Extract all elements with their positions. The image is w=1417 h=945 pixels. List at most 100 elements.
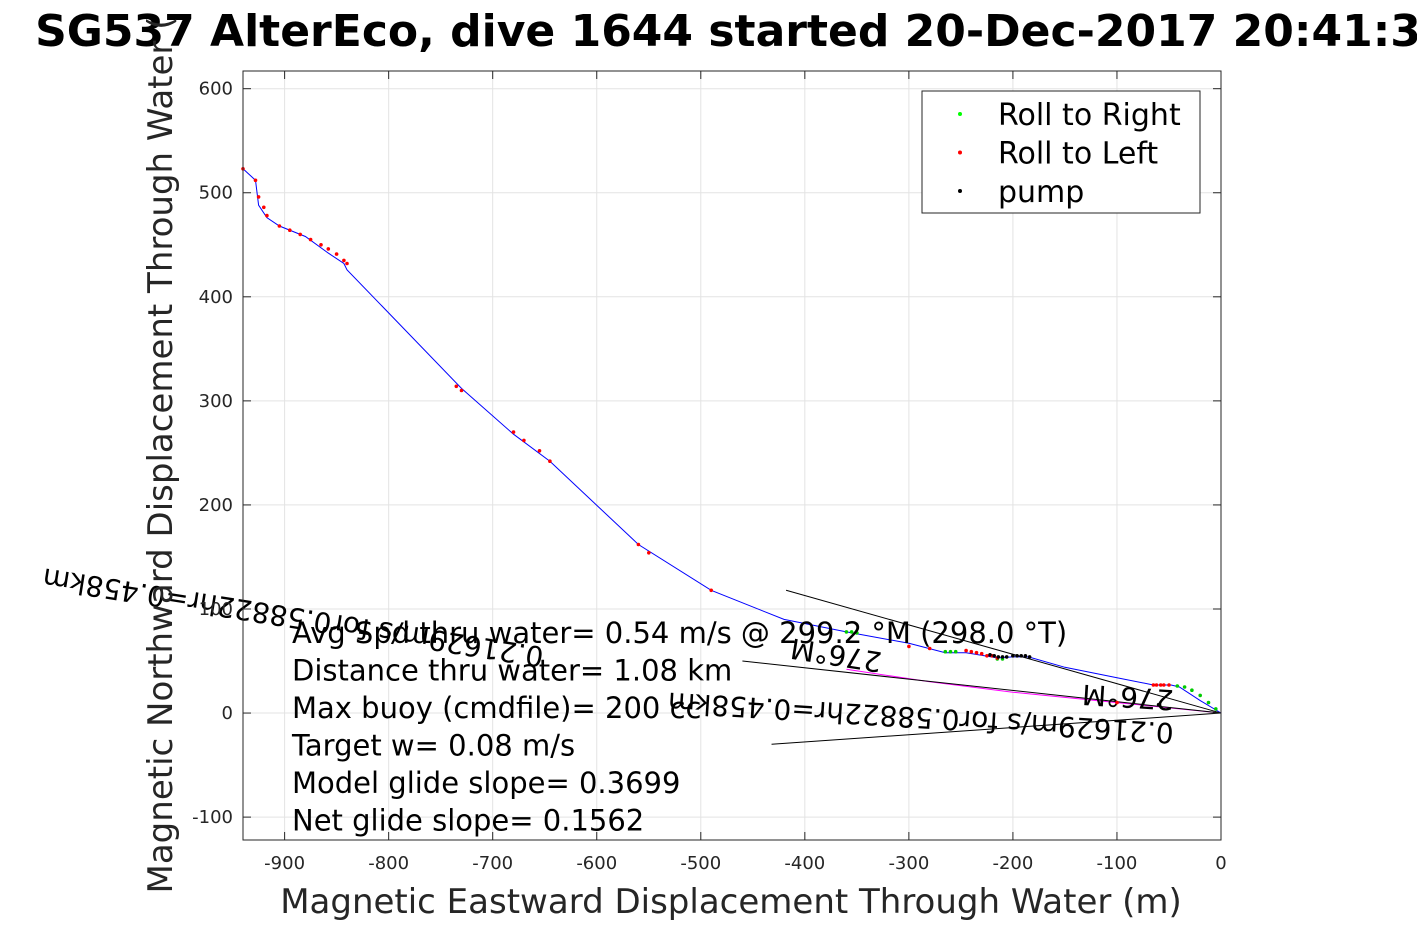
stats-line: Net glide slope= 0.1562 [292,804,644,838]
roll-left-point [907,644,911,649]
y-axis-label: Magnetic Northward Displacement Through … [141,17,181,894]
current-vector-1 [742,660,1222,714]
roll-left-point [979,651,984,656]
roll-right-point [948,649,953,654]
roll-left-point [636,542,641,547]
roll-left-point [974,650,979,655]
pump-point [1000,655,1005,659]
roll-left-point [927,646,932,651]
roll-right-point [1198,693,1202,698]
roll-left-point [253,178,258,183]
x-tick-label: -100 [1097,853,1138,874]
pump-point [1015,654,1019,658]
dive-stats-block: Avg Spd thru water= 0.54 m/s @ 299.2 °M … [291,616,1067,838]
roll-left-point [1154,683,1159,687]
legend-box [921,90,1201,214]
roll-left-point [262,205,266,210]
x-tick-label: -300 [888,853,929,874]
roll-left-point [964,648,968,653]
x-axis-ticks: -900 -800 -700 -600 -500 -400 -300 -200 -100 0 [264,71,1227,874]
roll-right-point [1214,707,1218,711]
roll-left-point [319,243,323,247]
roll-right-point [1190,688,1194,692]
roll-right-point [844,630,849,634]
roll-left-point [277,224,282,228]
pump-point [992,654,996,658]
roll-right-point [1182,685,1187,689]
x-tick-label: -500 [680,853,721,874]
x-tick-label: -600 [576,853,617,874]
stats-line: Target w= 0.08 m/s [291,729,575,763]
roll-left-point [647,551,651,555]
pump-point [1156,702,1161,707]
x-tick-label: -400 [784,853,825,874]
pump-point [1004,655,1009,659]
x-tick-label: -700 [472,853,513,874]
roll-left-point [342,258,346,263]
x-tick-label: -200 [992,853,1033,874]
x-tick-label: 0 [1215,853,1226,874]
legend-label: Roll to Right [998,98,1181,133]
legend-label: Roll to Left [998,137,1158,172]
series-line-1 [846,668,1222,714]
roll-left-point [459,388,464,393]
current-vector-0 [785,589,1222,714]
legend-label: pump [998,175,1084,210]
stats-line: Distance thru water= 1.08 km [292,654,732,688]
pump-point [1019,654,1023,658]
roll-right-point [855,631,859,635]
data-points [241,167,1218,711]
pump-point [1011,654,1015,658]
roll-left-point [265,213,269,218]
roll-left-point [256,195,261,199]
legend-marker [958,150,962,155]
legend-marker [958,112,962,116]
current-label-1: 276°M [1081,678,1174,717]
chart-title: SG537 AlterEco, dive 1644 started 20-Dec… [35,6,1417,57]
roll-left-point [454,384,459,389]
y-axis-ticks: -100 0 100 200 300 400 500 600 [192,79,1221,828]
roll-left-point [345,261,349,266]
roll-left-point [537,449,542,453]
x-tick-label: -900 [264,853,305,874]
roll-left-point [1162,683,1166,687]
roll-left-point [326,247,331,251]
roll-left-point [511,430,516,434]
y-tick-label: 400 [199,287,233,308]
y-tick-label: 500 [199,183,233,204]
x-tick-label: -800 [368,853,409,874]
y-tick-label: -100 [192,807,233,828]
roll-right-point [1175,684,1180,688]
plot-frame [242,70,1222,841]
roll-left-point [522,438,526,443]
roll-left-point [334,252,339,256]
roll-left-point [298,232,303,237]
x-axis-label: Magnetic Eastward Displacement Through W… [280,882,1182,922]
pump-point [1023,654,1028,658]
roll-left-point [548,459,552,464]
roll-left-point [308,237,313,242]
roll-right-point [849,630,854,634]
roll-left-point [1167,683,1171,687]
roll-left-point [969,649,974,654]
roll-left-point [1151,683,1156,687]
stats-line: Avg Spd thru water= 0.54 m/s @ 299.2 °M … [292,616,1067,650]
legend-marker [958,189,962,193]
roll-left-point [709,588,713,593]
roll-right-point [943,649,948,654]
pump-point [996,655,1001,659]
roll-right-point [1206,700,1211,705]
y-tick-label: 200 [199,495,233,516]
y-tick-label: 100 [199,599,233,620]
pump-point [1027,655,1032,659]
y-tick-label: 0 [222,703,233,724]
roll-left-point [1115,700,1119,705]
y-tick-label: 600 [199,79,233,100]
roll-left-point [1158,683,1163,687]
stats-line: Max buoy (cmdfile)= 200 cc [292,691,701,725]
stats-line: Model glide slope= 0.3699 [292,766,680,800]
current-vector-2 [771,712,1222,745]
roll-left-point [288,228,292,232]
